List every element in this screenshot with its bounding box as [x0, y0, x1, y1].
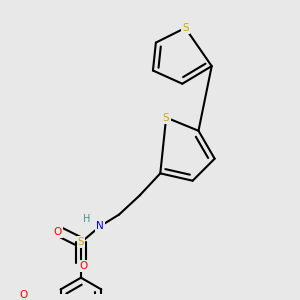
Text: S: S [78, 237, 84, 248]
Text: N: N [96, 221, 104, 231]
Text: O: O [20, 290, 28, 300]
Text: S: S [182, 23, 189, 33]
Text: H: H [83, 214, 91, 224]
Text: O: O [80, 261, 88, 271]
Text: O: O [53, 227, 62, 237]
Text: S: S [163, 112, 169, 122]
